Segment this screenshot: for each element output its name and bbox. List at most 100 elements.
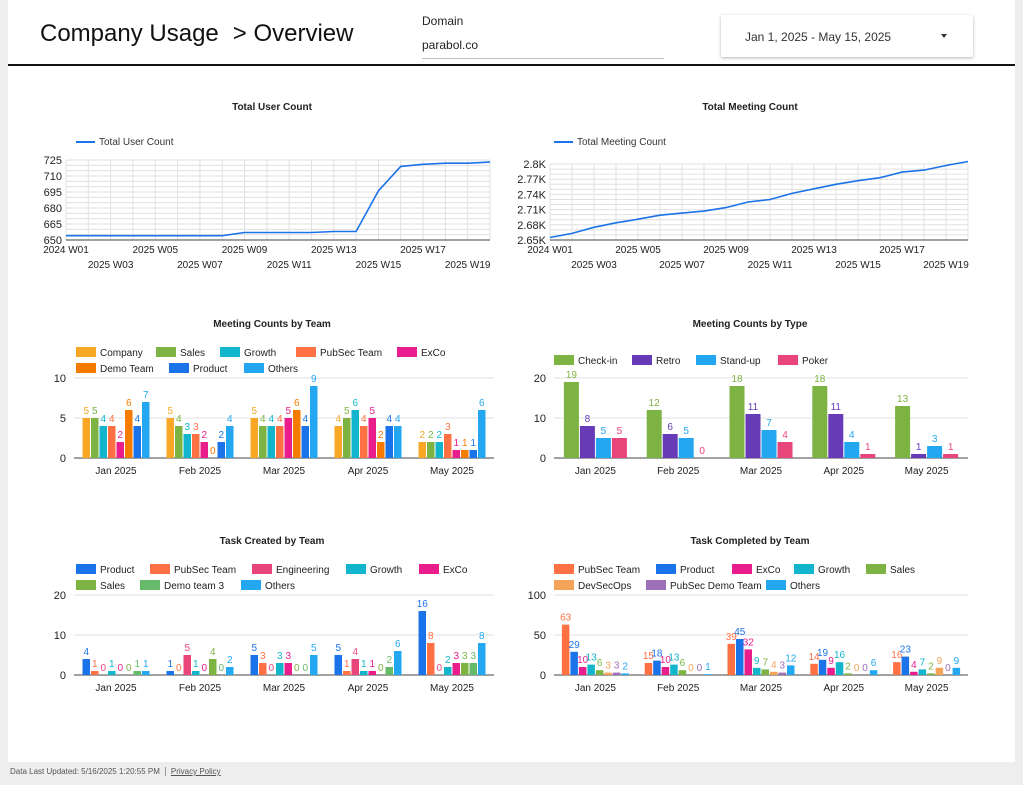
data-label: 6 — [395, 639, 401, 650]
bar — [444, 667, 452, 675]
x-tick-label: 2025 W03 — [571, 260, 617, 271]
bar — [670, 664, 678, 675]
data-label: 9 — [937, 656, 943, 667]
data-label: 7 — [762, 657, 768, 668]
data-label: 3 — [462, 651, 468, 662]
y-tick-label: 680 — [44, 203, 62, 215]
series-line — [66, 161, 491, 237]
legend-swatch — [794, 564, 814, 574]
bar — [276, 663, 284, 675]
bar — [787, 665, 795, 675]
bar — [952, 667, 961, 675]
data-label: 7 — [766, 418, 772, 429]
bar — [183, 434, 191, 458]
x-tick-label: Jan 2025 — [575, 466, 617, 477]
data-label: 5 — [344, 406, 350, 417]
legend-label: Total User Count — [99, 137, 174, 148]
legend-label: Engineering — [276, 565, 329, 576]
chart-title: Total User Count — [232, 102, 312, 113]
x-tick-label: 2024 W01 — [527, 245, 573, 256]
legend-label: Total Meeting Count — [577, 137, 666, 148]
bar — [646, 410, 662, 458]
domain-input[interactable]: parabol.co — [422, 38, 664, 59]
bar — [293, 410, 301, 458]
bar — [192, 434, 200, 458]
bar — [461, 450, 469, 458]
bar — [360, 671, 368, 675]
bar — [385, 667, 393, 675]
data-label: 45 — [734, 627, 746, 638]
chevron-down-icon[interactable] — [941, 34, 947, 38]
bar — [133, 426, 141, 458]
data-label: 4 — [302, 414, 308, 425]
legend-label: PubSec Team — [174, 565, 236, 576]
bar — [418, 442, 426, 458]
data-label: 4 — [109, 414, 115, 425]
data-label: 7 — [920, 657, 926, 668]
data-label: 4 — [395, 414, 401, 425]
x-tick-label: 2025 W15 — [356, 260, 402, 271]
data-label: 6 — [597, 658, 603, 669]
bar — [310, 386, 318, 458]
legend-swatch — [866, 564, 886, 574]
bar — [226, 667, 234, 675]
x-tick-label: 2025 W17 — [400, 245, 446, 256]
data-label: 1 — [865, 442, 871, 453]
data-label: 23 — [900, 645, 912, 656]
data-label: 10 — [660, 655, 672, 666]
legend-label: Growth — [818, 565, 850, 576]
date-range-picker[interactable]: Jan 1, 2025 - May 15, 2025 — [721, 15, 973, 57]
bar — [587, 664, 595, 675]
legend-swatch — [656, 564, 676, 574]
bar — [910, 671, 918, 675]
total-meeting-count-chart: Total Meeting Count Total Meeting Count … — [517, 102, 969, 271]
privacy-policy-link[interactable]: Privacy Policy — [170, 767, 221, 776]
data-label: 5 — [251, 406, 257, 417]
bar — [736, 639, 744, 675]
legend-label: Retro — [656, 356, 681, 367]
data-label: 0 — [699, 446, 705, 457]
x-tick-label: 2025 W15 — [835, 260, 881, 271]
data-label: 4 — [100, 414, 106, 425]
x-tick-label: 2025 W19 — [445, 260, 491, 271]
y-tick-label: 665 — [44, 219, 62, 231]
bar — [192, 671, 200, 675]
legend-swatch — [554, 564, 574, 574]
x-tick-label: 2024 W01 — [43, 245, 89, 256]
header-divider — [8, 64, 1015, 66]
bar — [82, 418, 90, 458]
data-label: 0 — [862, 663, 868, 674]
x-tick-label: 2025 W11 — [748, 260, 793, 271]
y-tick-label: 2.68K — [517, 220, 546, 232]
data-label: 3 — [470, 651, 476, 662]
legend-swatch — [554, 355, 574, 365]
data-label: 18 — [814, 374, 826, 385]
legend-label: Sales — [180, 348, 205, 359]
x-tick-label: Jan 2025 — [95, 466, 137, 477]
data-label: 9 — [954, 656, 960, 667]
bar — [927, 446, 943, 458]
bar — [351, 410, 359, 458]
data-label: 2 — [378, 430, 384, 441]
legend-label: PubSec Team — [578, 565, 640, 576]
legend-label: ExCo — [443, 565, 468, 576]
y-tick-label: 5 — [60, 413, 66, 425]
y-tick-label: 0 — [540, 453, 546, 465]
legend-swatch — [766, 580, 786, 590]
bar — [116, 442, 124, 458]
data-label: 1 — [369, 659, 375, 670]
data-label: 5 — [311, 643, 317, 654]
legend-swatch — [554, 580, 574, 590]
footer: Data Last Updated: 5/16/2025 1:20:55 PM P… — [10, 767, 221, 777]
bar — [334, 655, 342, 675]
y-tick-label: 695 — [44, 187, 62, 199]
data-label: 0 — [302, 663, 308, 674]
data-label: 7 — [143, 390, 149, 401]
data-label: 3 — [605, 661, 611, 672]
data-label: 8 — [428, 631, 434, 642]
bar — [595, 670, 604, 675]
bar — [250, 418, 258, 458]
data-label: 6 — [126, 398, 132, 409]
x-tick-label: Mar 2025 — [740, 466, 783, 477]
bar — [869, 670, 878, 675]
